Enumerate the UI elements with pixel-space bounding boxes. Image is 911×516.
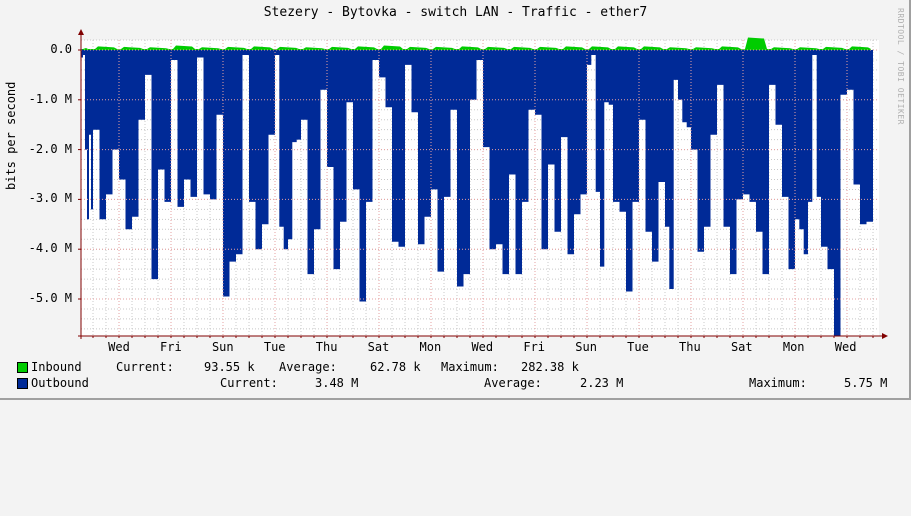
legend: Inbound Current: 93.55 k Average: 62.78 …: [0, 360, 887, 402]
x-tick-label: Sun: [211, 340, 234, 354]
x-tick-label: Thu: [315, 340, 338, 354]
outbound-current-label: Current:: [220, 376, 278, 390]
x-tick-label: Sun: [575, 340, 597, 354]
x-tick-label: Wed: [834, 340, 857, 354]
outbound-maximum-value: 5.75 M: [844, 376, 888, 390]
x-tick-label: Thu: [679, 340, 701, 354]
outbound-maximum-label: Maximum:: [749, 376, 807, 390]
outbound-swatch-icon: [17, 378, 28, 389]
legend-row-inbound: Inbound Current: 93.55 k Average: 62.78 …: [17, 360, 579, 374]
inbound-swatch-icon: [17, 362, 28, 373]
x-tick-label: Sat: [367, 340, 390, 354]
x-tick-label: Mon: [782, 340, 805, 354]
graph-title: Stezery - Bytovka - switch LAN - Traffic…: [263, 5, 648, 20]
inbound-current-label: Current:: [116, 360, 174, 374]
x-tick-label: Wed: [108, 340, 130, 354]
traffic-plot: [78, 29, 888, 339]
x-tick-label: Fri: [160, 340, 182, 354]
inbound-maximum-value: 282.38 k: [521, 360, 579, 374]
y-tick-label: 0.0: [50, 42, 72, 56]
outbound-average-value: 2.23 M: [580, 376, 624, 390]
x-tick-label: Wed: [471, 340, 494, 354]
x-tick-label: Mon: [419, 340, 442, 354]
inbound-maximum-label: Maximum:: [441, 360, 499, 374]
x-tick-label: Sat: [730, 340, 753, 354]
y-tick-label: -3.0 M: [28, 191, 72, 206]
inbound-label: Inbound: [31, 360, 82, 374]
y-tick-label: -5.0 M: [28, 291, 72, 305]
rrdtool-watermark: RRDTOOL / TOBI OETIKER: [896, 8, 905, 125]
inbound-average-label: Average:: [279, 360, 337, 374]
outbound-label: Outbound: [31, 376, 89, 390]
x-tick-label: Tue: [627, 340, 649, 354]
outbound-average-label: Average:: [484, 376, 542, 390]
x-tick-label: Fri: [523, 340, 546, 354]
inbound-current-value: 93.55 k: [204, 360, 255, 374]
x-tick-label: Tue: [263, 340, 286, 354]
y-tick-label: -1.0 M: [28, 91, 72, 106]
legend-row-outbound: Outbound Current: 3.48 M Average: 2.23 M…: [17, 376, 887, 390]
y-tick-label: -4.0 M: [28, 241, 72, 256]
outbound-current-value: 3.48 M: [315, 376, 359, 390]
inbound-average-value: 62.78 k: [370, 360, 421, 374]
y-tick-label: -2.0 M: [28, 141, 72, 156]
